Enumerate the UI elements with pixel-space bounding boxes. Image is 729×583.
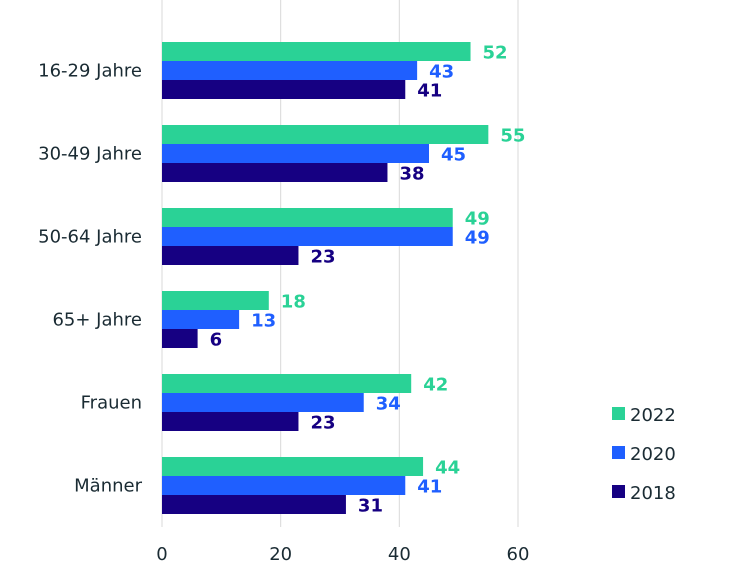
bar-2018 <box>162 80 406 99</box>
value-label: 34 <box>376 394 401 415</box>
bar-2022 <box>162 125 489 144</box>
value-label: 38 <box>399 164 424 185</box>
x-tick-label: 0 <box>156 544 167 565</box>
bar-2022 <box>162 457 424 476</box>
bar-2020 <box>162 393 364 412</box>
value-label: 6 <box>210 330 223 351</box>
value-label: 45 <box>441 145 466 166</box>
x-tick-label: 20 <box>269 544 292 565</box>
value-label: 55 <box>500 126 525 147</box>
x-tick-label: 40 <box>388 544 411 565</box>
value-label: 13 <box>251 311 276 332</box>
bar-2018 <box>162 163 388 182</box>
category-label: 16-29 Jahre <box>38 61 142 82</box>
bar-2022 <box>162 291 269 310</box>
bar-2018 <box>162 412 299 431</box>
value-label: 31 <box>358 496 383 517</box>
bar-2018 <box>162 329 198 348</box>
bar-2020 <box>162 227 453 246</box>
bar-2018 <box>162 246 299 265</box>
bar-2018 <box>162 495 346 514</box>
bar-2022 <box>162 208 453 227</box>
bars <box>162 42 489 514</box>
value-label: 49 <box>465 209 490 230</box>
legend-swatch-2020 <box>612 446 625 459</box>
value-label: 41 <box>417 477 442 498</box>
bar-2020 <box>162 476 406 495</box>
value-label: 44 <box>435 458 460 479</box>
category-label: Männer <box>74 476 142 497</box>
bar-2022 <box>162 374 412 393</box>
value-label: 23 <box>310 413 335 434</box>
category-labels: 16-29 Jahre 30-49 Jahre 50-64 Jahre 65+ Jah… <box>38 61 142 497</box>
legend-label: 2020 <box>630 444 676 465</box>
bar-2020 <box>162 61 418 80</box>
value-label: 52 <box>483 43 508 64</box>
value-label: 23 <box>310 247 335 268</box>
value-label: 18 <box>281 292 306 313</box>
legend-label: 2022 <box>630 405 676 426</box>
value-label: 42 <box>423 375 448 396</box>
value-label: 43 <box>429 62 454 83</box>
legend-swatch-2018 <box>612 485 625 498</box>
category-label: 30-49 Jahre <box>38 144 142 165</box>
bar-2022 <box>162 42 471 61</box>
x-tick-labels: 0 20 40 60 <box>156 544 529 565</box>
value-label: 49 <box>465 228 490 249</box>
category-label: Frauen <box>81 393 142 414</box>
category-label: 65+ Jahre <box>52 310 142 331</box>
bar-2020 <box>162 144 429 163</box>
category-label: 50-64 Jahre <box>38 227 142 248</box>
legend-label: 2018 <box>630 483 676 504</box>
value-label: 41 <box>417 81 442 102</box>
legend: 2022 2020 2018 <box>612 405 676 504</box>
x-tick-label: 60 <box>507 544 530 565</box>
bar-2020 <box>162 310 240 329</box>
legend-swatch-2022 <box>612 407 625 420</box>
